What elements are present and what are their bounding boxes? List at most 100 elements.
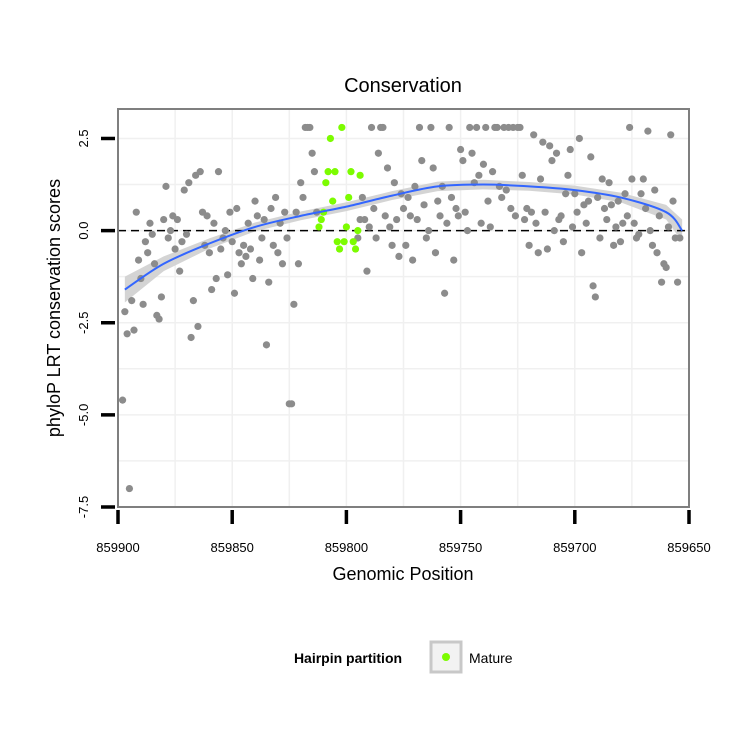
data-point-background bbox=[390, 179, 398, 187]
data-point-mature bbox=[340, 238, 348, 246]
data-point-background bbox=[434, 197, 442, 205]
data-point-background bbox=[669, 197, 677, 205]
data-point-background bbox=[507, 204, 515, 213]
data-point-background bbox=[256, 256, 264, 264]
data-point-background bbox=[290, 300, 298, 308]
data-point-background bbox=[399, 204, 408, 213]
data-point-background bbox=[287, 400, 296, 408]
data-point-background bbox=[427, 123, 435, 132]
data-point-background bbox=[173, 215, 181, 224]
data-point-background bbox=[235, 249, 243, 257]
legend: Hairpin partition Mature bbox=[294, 640, 513, 674]
data-point-background bbox=[146, 219, 154, 227]
data-point-background bbox=[203, 212, 211, 220]
data-point-background bbox=[187, 333, 195, 342]
y-tick-label: -5.0 bbox=[76, 404, 91, 426]
data-point-background bbox=[653, 249, 661, 257]
data-point-background bbox=[208, 285, 216, 294]
data-point-background bbox=[139, 300, 147, 308]
data-point-background bbox=[278, 260, 287, 268]
data-point-background bbox=[600, 204, 609, 213]
data-point-background bbox=[635, 230, 643, 238]
data-point-background bbox=[214, 168, 223, 176]
data-point-background bbox=[422, 234, 430, 242]
data-point-background bbox=[123, 330, 131, 338]
data-point-background bbox=[610, 241, 618, 249]
data-point-background bbox=[525, 241, 533, 249]
data-point-background bbox=[370, 204, 378, 213]
data-point-background bbox=[642, 204, 650, 213]
data-point-background bbox=[539, 138, 547, 146]
data-point-background bbox=[130, 326, 138, 334]
data-point-background bbox=[498, 193, 506, 202]
data-point-background bbox=[548, 156, 556, 165]
y-tick-label: -7.5 bbox=[76, 496, 91, 518]
data-point-background bbox=[388, 241, 396, 249]
data-point-background bbox=[607, 201, 615, 209]
data-point-mature bbox=[356, 171, 364, 179]
x-tick-label: 859700 bbox=[553, 540, 596, 555]
data-point-background bbox=[363, 267, 371, 275]
data-point-background bbox=[178, 238, 186, 246]
data-point-background bbox=[614, 197, 622, 205]
data-point-background bbox=[125, 484, 134, 493]
data-point-background bbox=[594, 193, 602, 202]
data-point-background bbox=[468, 149, 476, 157]
smooth-line-layer bbox=[124, 183, 683, 291]
data-point-background bbox=[244, 219, 252, 227]
data-point-background bbox=[306, 123, 314, 132]
data-point-background bbox=[425, 227, 433, 235]
data-point-background bbox=[176, 267, 184, 275]
data-point-background bbox=[621, 190, 629, 198]
data-point-background bbox=[182, 230, 191, 238]
data-point-background bbox=[166, 227, 175, 235]
data-point-background bbox=[121, 308, 129, 316]
data-point-background bbox=[228, 238, 236, 246]
data-point-background bbox=[623, 212, 631, 220]
data-point-mature bbox=[326, 134, 335, 143]
data-point-background bbox=[557, 212, 565, 220]
data-point-background bbox=[141, 238, 150, 246]
data-point-background bbox=[310, 168, 319, 176]
data-point-background bbox=[486, 223, 494, 231]
data-point-background bbox=[185, 179, 193, 187]
data-point-background bbox=[536, 175, 545, 183]
data-point-background bbox=[374, 149, 382, 157]
data-point-background bbox=[265, 278, 273, 286]
chart-title: Conservation bbox=[344, 75, 462, 97]
data-point-background bbox=[511, 212, 520, 220]
data-point-background bbox=[162, 182, 170, 190]
data-point-background bbox=[662, 263, 670, 272]
data-point-background bbox=[262, 341, 271, 349]
data-point-mature bbox=[342, 223, 350, 231]
data-point-background bbox=[267, 204, 275, 213]
data-point-background bbox=[242, 252, 250, 261]
data-point-background bbox=[395, 252, 403, 261]
data-point-background bbox=[194, 322, 202, 331]
data-point-background bbox=[562, 190, 570, 198]
data-point-mature bbox=[317, 215, 325, 224]
data-point-background bbox=[283, 234, 291, 242]
data-point-background bbox=[144, 249, 152, 257]
data-point-background bbox=[502, 186, 510, 194]
data-point-background bbox=[418, 156, 426, 165]
data-point-background bbox=[171, 245, 179, 253]
data-point-background bbox=[230, 289, 239, 297]
data-point-background bbox=[605, 179, 613, 187]
data-point-background bbox=[180, 186, 188, 194]
data-point-background bbox=[157, 293, 165, 301]
data-point-background bbox=[619, 219, 627, 227]
data-point-background bbox=[552, 149, 561, 157]
data-point-mature bbox=[335, 245, 344, 253]
data-point-background bbox=[482, 123, 490, 132]
data-point-background bbox=[415, 123, 424, 132]
data-point-background bbox=[571, 190, 579, 198]
y-tick-label: 0.0 bbox=[76, 222, 91, 240]
data-point-background bbox=[587, 153, 595, 161]
data-point-background bbox=[541, 208, 549, 216]
data-point-background bbox=[196, 168, 204, 176]
data-point-background bbox=[217, 245, 225, 253]
data-point-background bbox=[530, 131, 538, 139]
data-point-mature bbox=[345, 193, 353, 202]
